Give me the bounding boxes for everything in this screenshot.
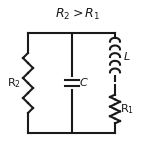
Text: L: L — [124, 52, 130, 62]
Text: R$_2$: R$_2$ — [7, 76, 21, 90]
Text: $R_2 > R_1$: $R_2 > R_1$ — [55, 7, 101, 22]
Text: R$_1$: R$_1$ — [120, 102, 134, 116]
Text: C: C — [79, 78, 87, 88]
